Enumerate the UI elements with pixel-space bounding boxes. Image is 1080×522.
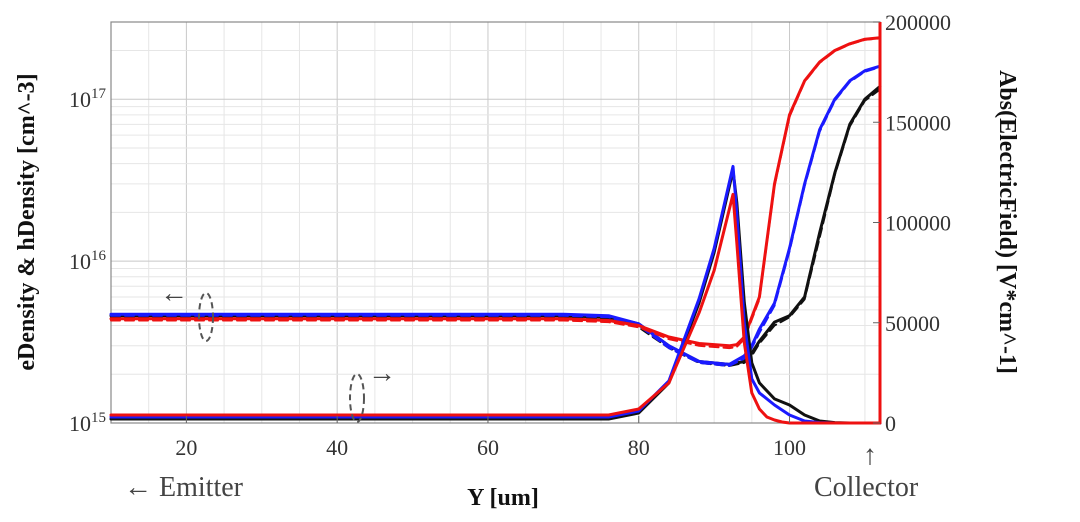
y-left-tick-label: 1016	[69, 248, 107, 274]
plot-frame	[110, 21, 881, 424]
x-tick-label: 80	[628, 435, 650, 460]
y-left-tick-label: 1015	[69, 410, 106, 436]
x-axis-label: Y [um]	[467, 485, 539, 511]
y-axis-label-left: eDensity & hDensity [cm^-3]	[14, 73, 40, 370]
y-right-tick-label: 100000	[885, 211, 951, 236]
series-line-9	[109, 192, 882, 425]
series-group	[109, 22, 882, 425]
y-right-tick-label: 200000	[885, 10, 951, 35]
grid	[110, 21, 880, 424]
y-right-tick-label: 50000	[885, 311, 940, 336]
x-tick-label: 100	[773, 435, 806, 460]
emitter-annotation: ← Emitter	[124, 472, 244, 503]
up-arrow-icon: ↑	[863, 440, 877, 471]
collector-annotation: Collector	[814, 472, 919, 503]
y-left-tick-label: 1017	[69, 86, 107, 112]
ticks-group: 20 40 60 80 100 1015 1016 1017 0 50000 100000 15000…	[69, 10, 951, 460]
x-tick-label: 40	[326, 435, 348, 460]
x-tick-label: 20	[175, 435, 197, 460]
series-line-6	[110, 37, 881, 350]
series-line-5	[109, 36, 882, 348]
left-arrow-icon: ←	[160, 278, 188, 309]
right-axis-ellipse-icon	[349, 373, 365, 423]
y-right-tick-label: 0	[885, 411, 896, 436]
series-line-8	[109, 164, 882, 425]
y-axis-label-right: Abs(ElectricField) [V*cm^-1]	[994, 70, 1020, 374]
y-right-tick-label: 150000	[885, 110, 951, 135]
right-arrow-icon: →	[368, 358, 396, 389]
left-axis-ellipse-icon	[198, 292, 214, 342]
x-tick-label: 60	[477, 435, 499, 460]
